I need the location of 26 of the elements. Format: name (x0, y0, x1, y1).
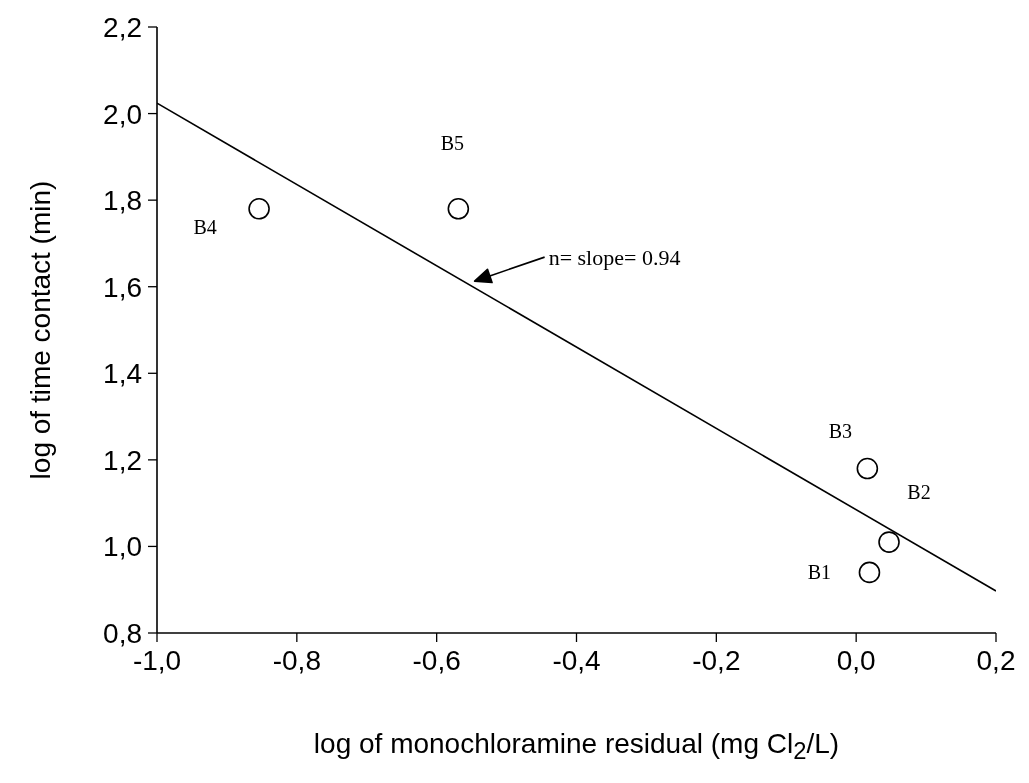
annotation: B4 (193, 215, 217, 238)
x-tick-label: 0,2 (976, 644, 1016, 676)
y-tick-label: 2,0 (103, 98, 142, 130)
y-tick-label: 1,6 (103, 271, 142, 303)
point (248, 198, 270, 220)
annotation: B1 (807, 561, 832, 584)
annotation: n= slope= 0.94 (548, 244, 681, 270)
x-tick-label: -0,4 (552, 644, 601, 676)
x-axis-title: log of monochloramine residual (mg Cl$_{2}$/L) (313, 728, 840, 764)
x-tick-label: -0,2 (692, 644, 741, 676)
point (447, 198, 470, 220)
y-tick-label: 1,2 (103, 444, 142, 476)
y-axis-title: log of time contact (min) (25, 180, 56, 480)
y-tick-label: 1,0 (103, 531, 142, 563)
annotation: B3 (828, 419, 853, 442)
x-tick-label: -0,6 (412, 644, 461, 676)
point (858, 561, 881, 584)
x-tick-label: -0,8 (272, 644, 321, 676)
y-tick-label: 1,4 (103, 358, 142, 390)
point (878, 531, 900, 553)
annotation: B2 (907, 481, 931, 504)
y-tick-label: 1,8 (103, 185, 142, 217)
x-tick-label: 0,0 (836, 644, 876, 676)
point (856, 457, 879, 480)
annotation: B5 (440, 131, 465, 154)
y-tick-label: 2,2 (103, 11, 142, 43)
